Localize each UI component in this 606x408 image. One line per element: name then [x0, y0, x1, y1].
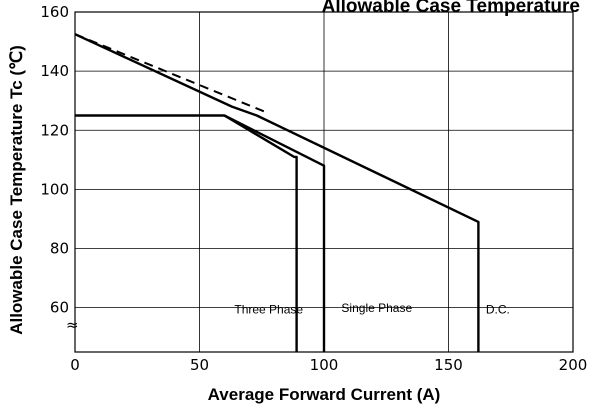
series-line-single-phase — [223, 114, 326, 352]
tick-labels: 0 50 100 150 200 160 140 120 100 80 60 — [40, 3, 587, 374]
x-tick-label-4: 200 — [559, 356, 588, 374]
annotation-d-c: D.C. — [486, 303, 510, 317]
x-tick-label-1: 50 — [190, 356, 209, 374]
annotations: Three Phase Single Phase D.C. — [234, 301, 509, 316]
y-tick-label-0: 160 — [40, 3, 69, 21]
series-line-d-c — [74, 33, 480, 352]
annotation-single-phase: Single Phase — [341, 301, 412, 315]
y-tick-label-2: 120 — [40, 121, 69, 139]
y-axis-label: Allowable Case Temperature Tc (℃) — [7, 45, 26, 335]
series-layer — [74, 33, 480, 352]
axis-break-marker: ≈ — [66, 316, 79, 334]
y-tick-label-1: 140 — [40, 62, 69, 80]
x-axis-label: Average Forward Current (A) — [208, 385, 441, 404]
y-tick-label-3: 100 — [40, 180, 69, 198]
x-tick-label-2: 100 — [310, 356, 339, 374]
x-tick-label-0: 0 — [70, 356, 80, 374]
series-line-dashed — [74, 33, 268, 114]
chart-title: Allowable Case Temperature — [322, 0, 580, 17]
y-tick-label-5: 60 — [50, 299, 69, 317]
y-tick-label-4: 80 — [50, 240, 69, 258]
series-line-three-phase — [75, 114, 298, 352]
x-tick-label-3: 150 — [434, 356, 463, 374]
annotation-three-phase: Three Phase — [234, 303, 303, 317]
